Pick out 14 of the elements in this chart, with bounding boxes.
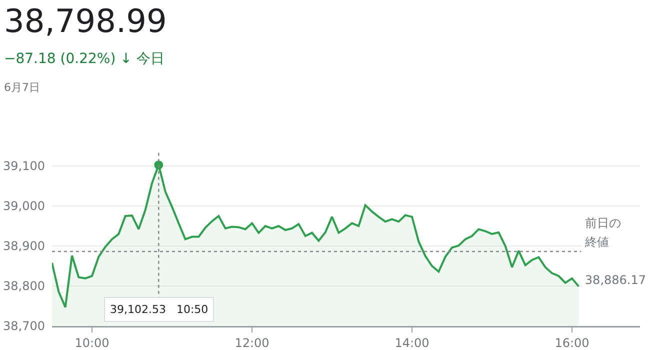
y-tick-label: 38,700 [3,319,45,334]
y-tick-label: 39,100 [3,159,45,174]
annotation: 39,102.53 10:50 [110,303,208,316]
x-tick-label: 10:00 [74,336,110,350]
y-tick-label: 38,800 [3,279,45,294]
chart-title: 38,798.99 [4,2,167,40]
y-tick-label: 38,900 [3,239,45,254]
y-tick-label: 39,000 [3,199,45,214]
x-tick-label: 16:00 [554,336,590,350]
chart-subtitle: −87.18 (0.22%) ↓ 今日 [4,50,164,68]
text: 前日の終値 38,886.17 [584,216,646,287]
text: 6月7日 [4,80,40,95]
x-tick-label: 14:00 [394,336,430,350]
x-tick-label: 12:00 [234,336,270,350]
